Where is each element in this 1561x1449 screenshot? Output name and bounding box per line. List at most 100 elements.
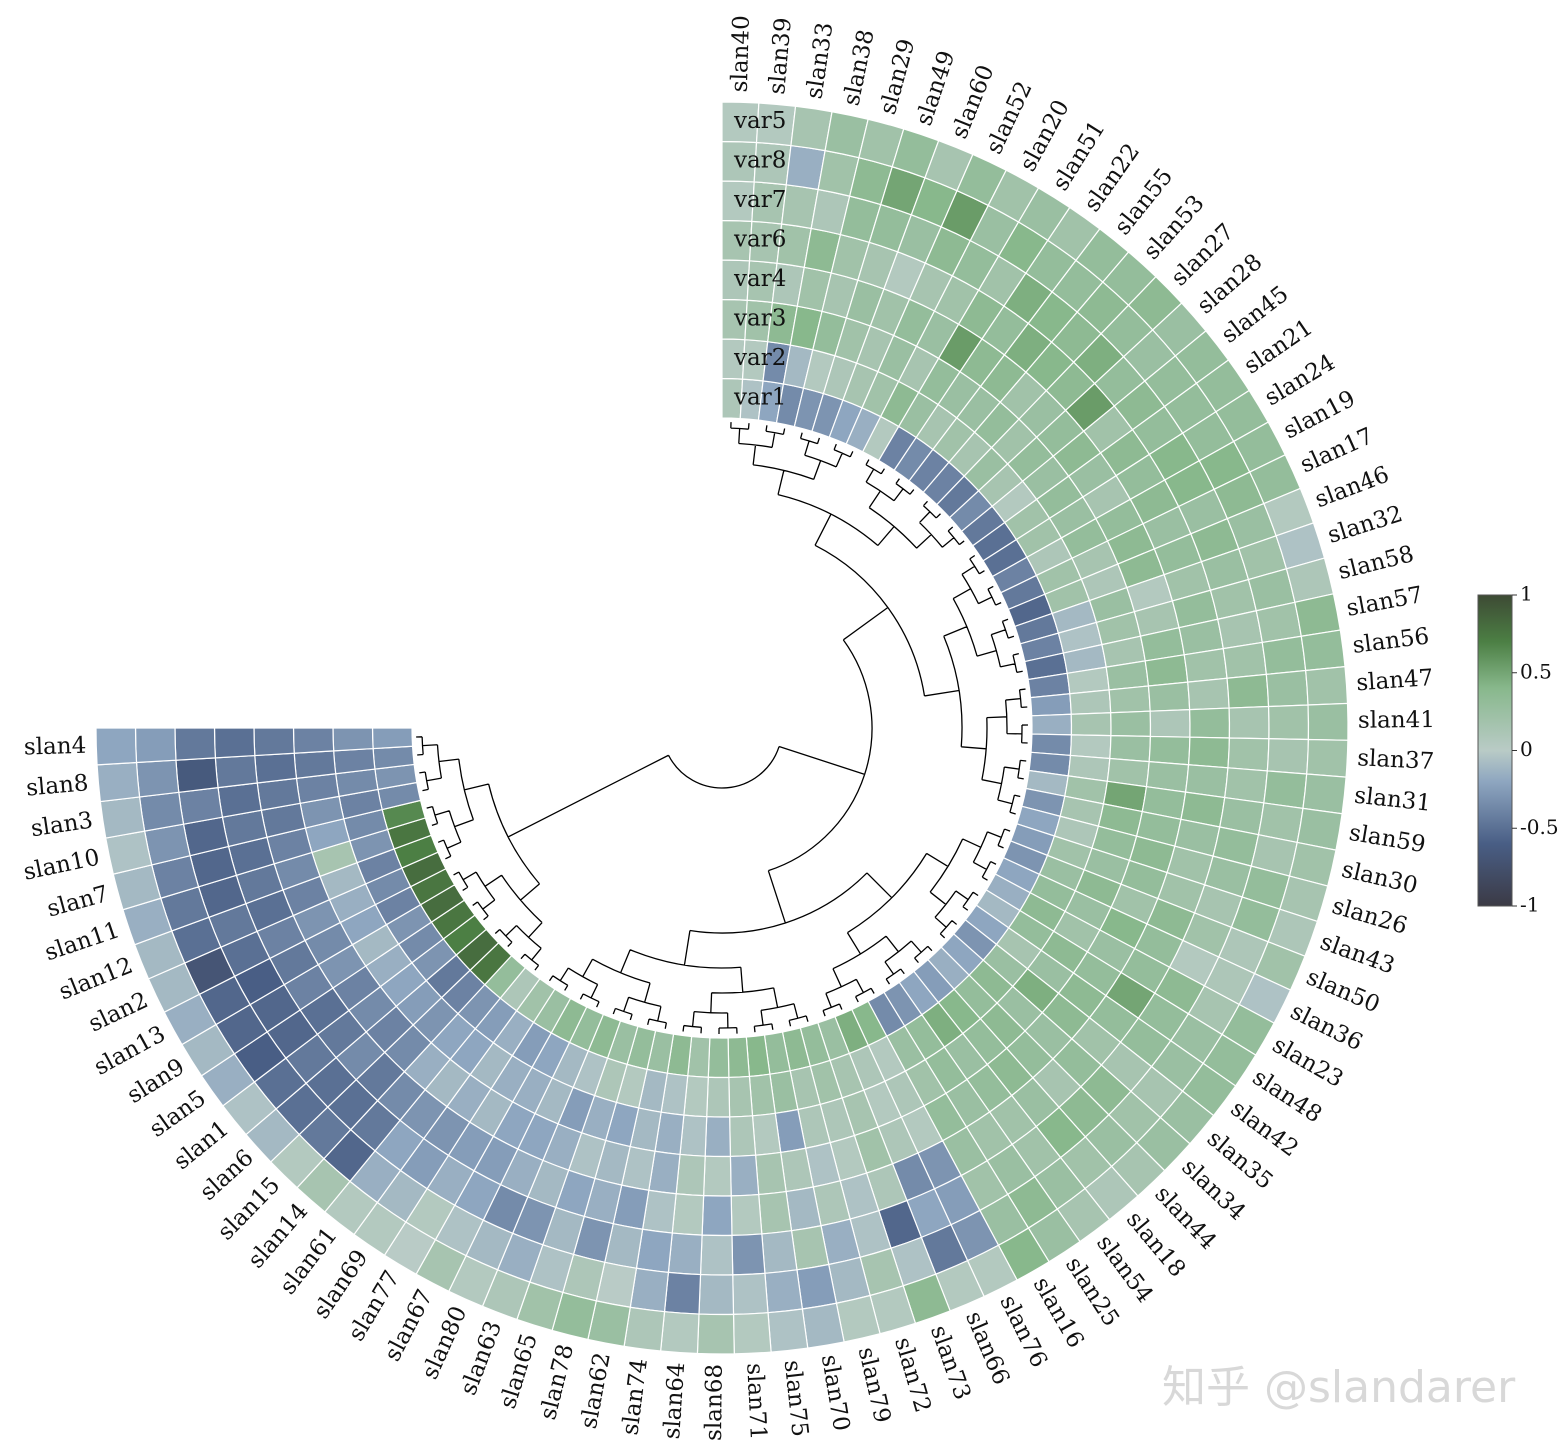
heat-cell bbox=[1222, 641, 1268, 679]
heat-cell bbox=[767, 1308, 809, 1353]
leaf-label: slan70 bbox=[816, 1353, 854, 1433]
heat-cell bbox=[707, 1037, 730, 1079]
leaf-label: slan79 bbox=[853, 1345, 896, 1426]
heat-cell bbox=[671, 1193, 705, 1236]
heat-cell bbox=[728, 1075, 754, 1118]
leaf-label: slan65 bbox=[495, 1331, 543, 1412]
heat-cell bbox=[1224, 767, 1268, 804]
leaf-label: slan78 bbox=[535, 1342, 579, 1423]
heat-cell bbox=[764, 1269, 804, 1314]
leaf-label: slan30 bbox=[1339, 857, 1420, 900]
leaf-label: slan62 bbox=[576, 1350, 616, 1430]
heat-cell bbox=[675, 1153, 706, 1197]
leaf-label: slan33 bbox=[801, 21, 838, 101]
heat-cell bbox=[701, 1195, 733, 1237]
heat-cell bbox=[178, 786, 224, 825]
heat-cell bbox=[1148, 735, 1191, 766]
heat-cell bbox=[679, 1114, 708, 1157]
colorbar-tick-label: -0.5 bbox=[1520, 815, 1559, 839]
leaf-label: slan58 bbox=[1336, 541, 1417, 585]
leaf-label: slan68 bbox=[701, 1364, 728, 1441]
variable-label: var3 bbox=[733, 305, 786, 331]
heat-cell bbox=[1266, 738, 1310, 775]
heat-cell bbox=[1070, 712, 1112, 737]
heat-cell bbox=[1227, 737, 1270, 772]
leaf-label: slan10 bbox=[21, 844, 102, 885]
heat-cell bbox=[706, 1076, 731, 1118]
heat-cell bbox=[333, 747, 376, 775]
heat-cell bbox=[1226, 673, 1270, 709]
heat-cell bbox=[1187, 677, 1230, 711]
heat-cell bbox=[1144, 654, 1189, 687]
heat-cell bbox=[1307, 702, 1349, 741]
heat-cell bbox=[135, 759, 180, 798]
heat-cell bbox=[175, 757, 219, 793]
leaf-label: slan26 bbox=[1329, 893, 1410, 940]
heat-cell bbox=[372, 745, 415, 770]
colorbar: 1 0.5 0 -0.5 -1 bbox=[1477, 582, 1559, 917]
heat-cell bbox=[1189, 707, 1231, 739]
heat-cell bbox=[1108, 685, 1151, 714]
heat-cell bbox=[704, 1116, 732, 1158]
heat-cell bbox=[732, 1312, 772, 1355]
heat-cell bbox=[1306, 738, 1349, 778]
heat-cell bbox=[758, 1190, 793, 1235]
leaf-label: slan71 bbox=[741, 1363, 771, 1441]
heat-cell bbox=[253, 727, 295, 757]
leaf-label: slan4 bbox=[24, 733, 87, 761]
heat-cell bbox=[730, 1193, 763, 1237]
variable-label: var1 bbox=[733, 384, 786, 410]
heat-cell bbox=[292, 727, 335, 754]
heat-cell bbox=[731, 1233, 766, 1276]
leaf-label: slan59 bbox=[1347, 820, 1427, 858]
heat-cell bbox=[293, 750, 337, 780]
heat-cell bbox=[1069, 734, 1112, 760]
heat-cell bbox=[1031, 713, 1073, 736]
colorbar-tick-label: 0.5 bbox=[1520, 659, 1552, 683]
leaf-label: slan74 bbox=[617, 1357, 653, 1437]
heat-cell bbox=[99, 796, 146, 839]
heat-cell bbox=[1069, 689, 1112, 715]
dendrogram-branches bbox=[416, 422, 1028, 1034]
leaf-label: slan32 bbox=[1325, 501, 1406, 549]
watermark: 知乎 @slandarer bbox=[1162, 1362, 1516, 1413]
colorbar-tick-label: 1 bbox=[1520, 582, 1533, 606]
leaf-label: slan37 bbox=[1357, 745, 1435, 775]
colorbar-gradient bbox=[1477, 594, 1513, 907]
variable-label: var6 bbox=[733, 226, 786, 252]
heat-cell bbox=[1261, 635, 1307, 676]
heat-cell bbox=[138, 791, 185, 832]
leaf-label: slan39 bbox=[764, 17, 797, 96]
heat-cell bbox=[732, 1272, 769, 1316]
variable-label: var8 bbox=[733, 147, 786, 173]
heat-cell bbox=[751, 1112, 782, 1156]
leaf-label: slan47 bbox=[1356, 665, 1435, 696]
leaf-label: slan3 bbox=[29, 807, 94, 842]
heat-cell bbox=[754, 1151, 787, 1196]
leaf-label: slan8 bbox=[25, 770, 89, 801]
heat-cell bbox=[214, 754, 258, 789]
heatmap-ring bbox=[95, 101, 1349, 1355]
heat-cell bbox=[1109, 735, 1152, 763]
heat-cell bbox=[1302, 773, 1347, 815]
heat-cell bbox=[729, 1154, 760, 1197]
heat-cell bbox=[761, 1230, 798, 1274]
leaf-label: slan7 bbox=[44, 881, 111, 922]
heat-cell bbox=[696, 1313, 735, 1355]
heat-cell bbox=[254, 752, 298, 784]
heat-cell bbox=[1263, 770, 1308, 810]
colorbar-tick-label: 0 bbox=[1520, 737, 1533, 761]
leaf-label: slan72 bbox=[889, 1334, 936, 1415]
heat-cell bbox=[801, 1302, 845, 1349]
leaf-label: slan64 bbox=[659, 1362, 690, 1441]
colorbar-tick-label: -1 bbox=[1520, 893, 1539, 917]
heat-cell bbox=[623, 1306, 666, 1352]
heat-cell bbox=[1294, 593, 1341, 637]
leaf-label: slan38 bbox=[838, 27, 879, 108]
variable-label: var5 bbox=[733, 108, 786, 134]
variable-label: var7 bbox=[733, 187, 786, 213]
heat-cell bbox=[1110, 710, 1152, 738]
heat-cell bbox=[659, 1311, 700, 1355]
variable-labels: var1 var2 var3 var4 var6 var7 var8 var5 bbox=[733, 108, 786, 411]
heat-cell bbox=[1300, 629, 1346, 672]
